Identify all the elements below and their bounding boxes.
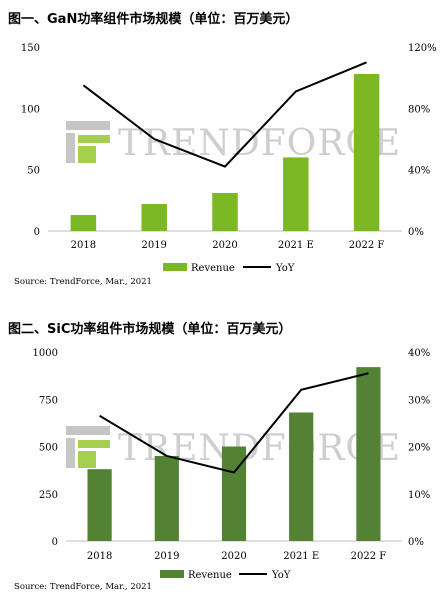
sic-category-label: 2018 — [87, 551, 112, 562]
sic-y-tick-label: 500 — [39, 443, 58, 454]
gan-y2-tick-label: 40% — [408, 166, 430, 177]
gan-revenue-bar — [70, 215, 97, 231]
sic-y2-tick-label: 20% — [408, 443, 430, 454]
sic-chart-panel: 图二、SiC功率组件市场规模（单位：百万美元） TRENDFORCE 0 250 50… — [0, 312, 447, 603]
sic-revenue-bar — [87, 469, 112, 541]
gan-revenue-bar — [141, 204, 167, 231]
sic-y-tick-label: 250 — [39, 490, 58, 501]
sic-y2-tick-label: 10% — [408, 490, 430, 501]
gan-y2-tick-label: 120% — [408, 43, 437, 54]
gan-chart-panel: 图一、GaN功率组件市场规模（单位：百万美元） TRENDFORCE 0 50 100… — [0, 0, 447, 300]
sic-yoy-line — [99, 372, 369, 474]
sic-y2-tick-label: 30% — [408, 395, 430, 406]
gan-revenue-bar — [283, 157, 309, 231]
sic-revenue-bar — [356, 367, 381, 541]
gan-revenue-bar — [353, 73, 380, 231]
gan-chart-source: Source: TrendForce, Mar., 2021 — [14, 277, 152, 287]
gan-y-tick-label: 0 — [34, 227, 40, 238]
sic-category-label: 2020 — [221, 551, 246, 562]
sic-chart-title: 图二、SiC功率组件市场规模（单位：百万美元） — [8, 322, 292, 337]
sic-legend-revenue-label: Revenue — [188, 570, 232, 581]
sic-y2-tick-label: 40% — [408, 348, 430, 359]
gan-category-label: 2018 — [71, 240, 96, 251]
sic-chart-source: Source: TrendForce, Mar., 2021 — [14, 582, 152, 592]
sic-category-label: 2021 E — [283, 551, 319, 562]
gan-y2-tick-label: 80% — [408, 104, 430, 115]
gan-y-tick-label: 50 — [27, 166, 40, 177]
gan-category-label: 2020 — [212, 240, 237, 251]
gan-y-tick-label: 150 — [21, 43, 40, 54]
sic-legend-revenue-swatch — [160, 570, 184, 578]
gan-category-label: 2022 F — [349, 240, 385, 251]
gan-y-tick-label: 100 — [21, 104, 40, 115]
sic-legend-yoy-label: YoY — [271, 570, 291, 581]
gan-chart-title: 图一、GaN功率组件市场规模（单位：百万美元） — [8, 12, 299, 27]
sic-chart: TRENDFORCE025050075010000%10%20%30%40%20… — [33, 348, 431, 581]
gan-y2-tick-label: 0% — [408, 227, 424, 238]
sic-category-label: 2019 — [154, 551, 179, 562]
sic-y2-tick-label: 0% — [408, 537, 424, 548]
sic-category-label: 2022 F — [351, 551, 387, 562]
gan-legend-revenue-swatch — [163, 263, 187, 271]
sic-y-tick-label: 1000 — [33, 348, 58, 359]
gan-category-label: 2021 E — [278, 240, 314, 251]
sic-y-tick-label: 0 — [52, 537, 58, 548]
gan-legend-yoy-label: YoY — [275, 263, 295, 274]
sic-revenue-bar — [289, 412, 314, 541]
gan-yoy-line — [82, 61, 367, 168]
sic-y-tick-label: 750 — [39, 395, 58, 406]
sic-revenue-bar — [154, 455, 179, 541]
gan-legend-revenue-label: Revenue — [191, 263, 235, 274]
gan-category-label: 2019 — [141, 240, 166, 251]
gan-revenue-bar — [212, 192, 238, 231]
